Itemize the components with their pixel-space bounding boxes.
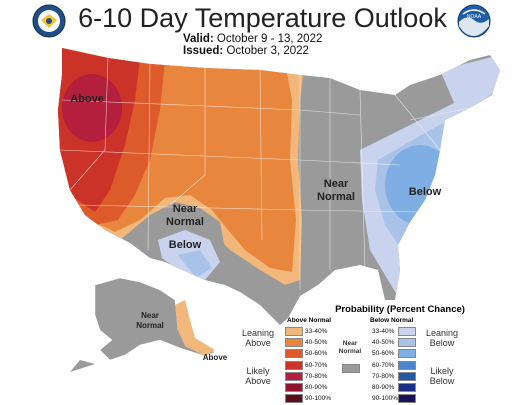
label-near-sw-line2: Normal: [166, 216, 204, 228]
legend-below-swatch: [398, 383, 416, 392]
legend-below-label: 70-80%: [372, 372, 395, 380]
legend-above-swatch: [285, 371, 303, 381]
legend-above-swatch: [285, 394, 303, 404]
map-title: 6-10 Day Temperature Outlook: [78, 3, 447, 33]
label-alaska-near-line1: Near: [141, 311, 159, 320]
legend-below-label: 50-60%: [372, 350, 395, 358]
legend-above-swatch: [285, 383, 303, 392]
label-near-sw-line1: Near: [173, 203, 198, 215]
legend-below-swatch: [398, 327, 416, 336]
near-normal-line2: Normal: [338, 348, 362, 355]
legend-near-normal-swatch: [342, 364, 360, 373]
label-alaska-above: Above: [203, 353, 228, 362]
leaning-above-line2: Above: [245, 338, 271, 348]
east-below-50-60-area: [385, 145, 455, 225]
alaska-above-area: [175, 300, 215, 356]
legend-below-swatch: [398, 338, 416, 348]
legend-likely-below-label: Likely Below: [422, 366, 462, 386]
legend-above-swatch: [285, 338, 303, 348]
legend-likely-above-label: Likely Above: [238, 366, 278, 386]
legend-above-label: 80-90%: [305, 384, 328, 391]
leaning-above-line1: Leaning: [241, 328, 275, 338]
legend-below-swatch: [398, 394, 416, 404]
legend-below-swatch: [398, 360, 416, 370]
valid-date: October 9 - 13, 2022: [216, 33, 323, 45]
issued-date: October 3, 2022: [226, 45, 309, 57]
legend-below-label: 90-100%: [372, 395, 399, 403]
aleutians-region: [70, 360, 95, 372]
legend-above-label: 90-100%: [305, 395, 332, 403]
noaa-text: NOAA: [467, 14, 482, 20]
likely-below-line2: Below: [429, 376, 455, 386]
likely-above-line1: Likely: [246, 366, 270, 376]
above-70-80-area: [62, 74, 122, 142]
leaning-below-line2: Below: [429, 338, 455, 348]
legend-leaning-below-label: Leaning Below: [422, 328, 462, 348]
legend-below-label: 33-40%: [372, 328, 395, 335]
legend-leaning-above-label: Leaning Above: [238, 328, 278, 348]
legend-below-label: 80-90%: [372, 384, 395, 391]
near-normal-line1: Near: [342, 340, 358, 347]
label-below-east: Below: [409, 186, 442, 198]
state-boundaries: [59, 57, 471, 290]
label-alaska-near-line2: Normal: [136, 321, 164, 330]
commerce-seal-icon: [32, 4, 66, 38]
legend-above-swatch: [285, 327, 303, 336]
issued-label: Issued:: [183, 45, 224, 57]
issued-line: Issued: October 3, 2022: [183, 45, 309, 57]
ne-below-33-40-area: [440, 55, 500, 105]
legend-above-swatch: [285, 349, 303, 359]
legend-below-label: 40-50%: [372, 339, 395, 347]
legend-below-header: Below Normal: [370, 317, 414, 324]
legend-below-label: 60-70%: [372, 361, 395, 369]
label-above-west: Above: [70, 93, 104, 105]
noaa-logo-icon: NOAA: [457, 4, 491, 38]
legend-below-swatch: [398, 371, 416, 381]
legend-above-label: 33-40%: [305, 328, 328, 335]
legend-above-label: 70-80%: [305, 372, 328, 380]
label-below-sw: Below: [169, 239, 202, 251]
leaning-below-line1: Leaning: [425, 328, 459, 338]
likely-below-line1: Likely: [430, 366, 454, 376]
valid-line: Valid: October 9 - 13, 2022: [183, 33, 322, 45]
likely-above-line2: Above: [245, 376, 271, 386]
label-near-central-line2: Normal: [317, 191, 355, 203]
legend-title: Probability (Percent Chance): [335, 304, 465, 315]
legend-above-swatch: [285, 360, 303, 370]
legend-above-header: Above Normal: [287, 317, 332, 324]
legend-near-normal-label: Near Normal: [330, 340, 370, 356]
legend-above-label: 60-70%: [305, 361, 328, 369]
label-near-central-line1: Near: [324, 178, 349, 190]
legend-above-label: 40-50%: [305, 339, 328, 347]
valid-label: Valid:: [183, 33, 214, 45]
legend-below-swatch: [398, 349, 416, 359]
sw-below-40-50-area: [178, 250, 212, 278]
legend-above-label: 50-60%: [305, 350, 328, 358]
